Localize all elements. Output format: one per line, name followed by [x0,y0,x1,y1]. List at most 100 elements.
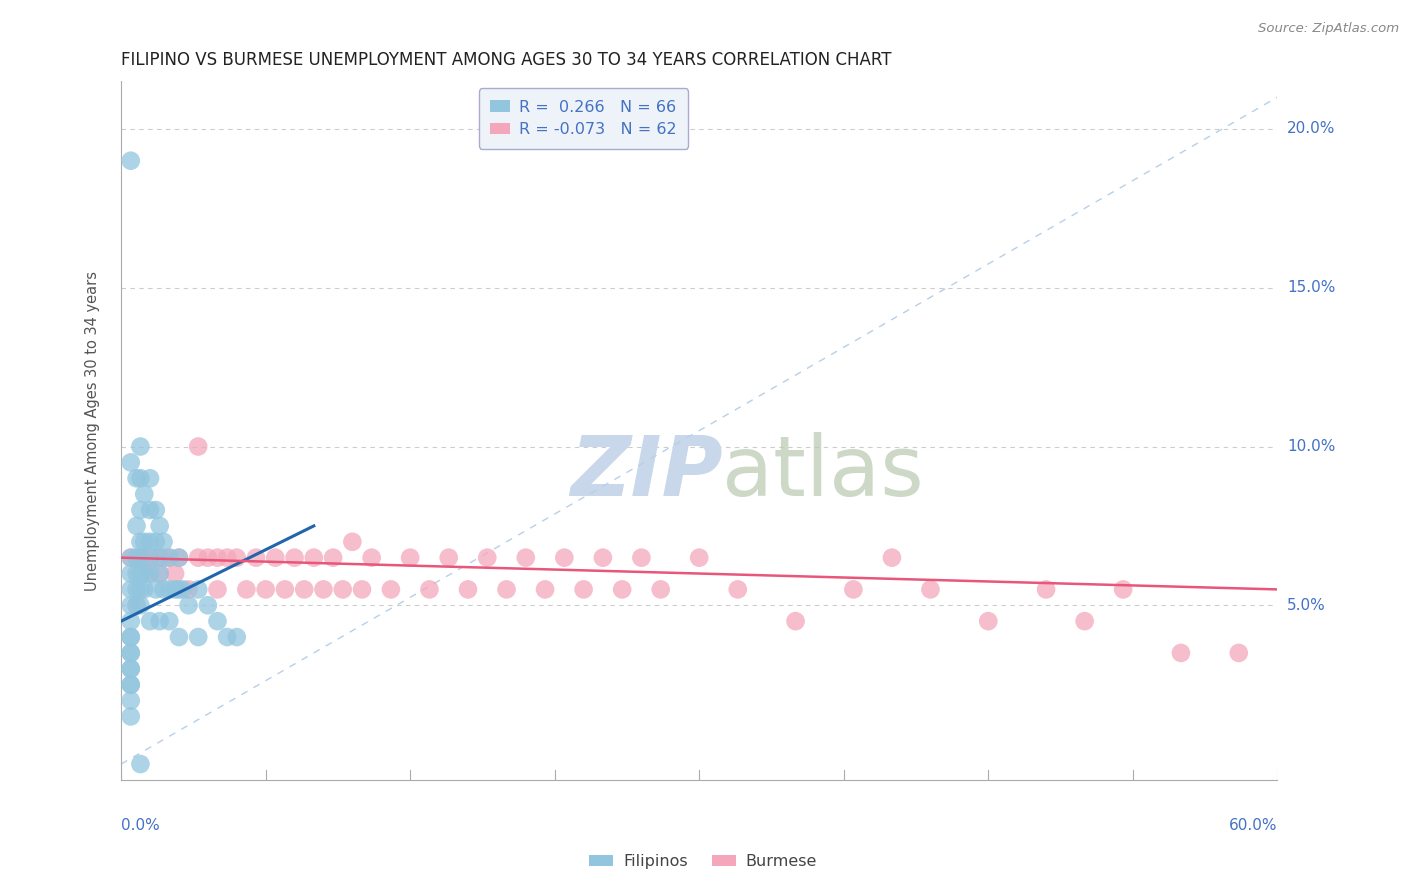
Point [129,503,152,517]
Point [120,455,142,469]
Point [350,582,373,597]
Point [120,646,142,660]
Point [167,550,190,565]
Point [172,582,194,597]
Point [152,550,174,565]
Point [380,582,402,597]
Point [217,550,239,565]
Point [920,582,942,597]
Point [157,614,180,628]
Point [515,550,537,565]
Point [157,550,180,565]
Point [225,630,247,644]
Point [120,599,142,613]
Point [457,582,479,597]
Point [145,550,167,565]
Point [302,550,325,565]
Point [139,550,162,565]
Point [254,582,277,597]
Point [177,582,200,597]
Point [134,534,156,549]
Text: 10.0%: 10.0% [1286,439,1336,454]
Point [120,678,142,692]
Point [167,582,190,597]
Text: atlas: atlas [723,432,924,513]
Point [139,566,162,581]
Point [157,550,180,565]
Text: Source: ZipAtlas.com: Source: ZipAtlas.com [1258,22,1399,36]
Point [197,550,219,565]
Point [120,614,142,628]
Point [134,566,156,581]
Point [134,550,156,565]
Point [292,582,315,597]
Point [235,582,257,597]
Point [120,630,142,644]
Text: 20.0%: 20.0% [1286,121,1336,136]
Point [225,550,247,565]
Point [125,582,148,597]
Point [125,471,148,485]
Point [399,550,422,565]
Point [125,599,148,613]
Point [977,614,1000,628]
Point [129,582,152,597]
Point [149,566,172,581]
Text: ZIP: ZIP [569,432,723,513]
Point [842,582,865,597]
Point [149,519,172,533]
Point [785,614,807,628]
Point [125,519,148,533]
Point [312,582,335,597]
Point [120,662,142,676]
Point [120,550,142,565]
Point [125,566,148,581]
Point [322,550,344,565]
Point [139,534,162,549]
Point [217,630,239,644]
Legend: Filipinos, Burmese: Filipinos, Burmese [583,847,823,875]
Point [129,757,152,772]
Point [134,487,156,501]
Text: 15.0%: 15.0% [1286,280,1336,295]
Point [1073,614,1095,628]
Point [418,582,440,597]
Point [477,550,499,565]
Point [120,550,142,565]
Point [553,550,575,565]
Point [1112,582,1135,597]
Point [187,582,209,597]
Point [120,709,142,723]
Point [332,582,354,597]
Point [120,566,142,581]
Point [129,566,152,581]
Point [437,550,460,565]
Point [177,599,200,613]
Point [120,646,142,660]
Point [125,550,148,565]
Point [197,599,219,613]
Point [120,678,142,692]
Point [360,550,382,565]
Point [129,550,152,565]
Point [187,630,209,644]
Text: 60.0%: 60.0% [1229,818,1277,833]
Point [284,550,307,565]
Point [167,630,190,644]
Text: 5.0%: 5.0% [1286,598,1326,613]
Point [592,550,614,565]
Point [207,582,229,597]
Point [207,550,229,565]
Point [630,550,652,565]
Point [342,534,364,549]
Point [120,153,142,168]
Point [187,440,209,454]
Point [129,440,152,454]
Point [149,550,172,565]
Point [120,693,142,707]
Point [165,582,187,597]
Text: FILIPINO VS BURMESE UNEMPLOYMENT AMONG AGES 30 TO 34 YEARS CORRELATION CHART: FILIPINO VS BURMESE UNEMPLOYMENT AMONG A… [121,51,891,69]
Point [139,614,162,628]
Point [145,534,167,549]
Point [152,534,174,549]
